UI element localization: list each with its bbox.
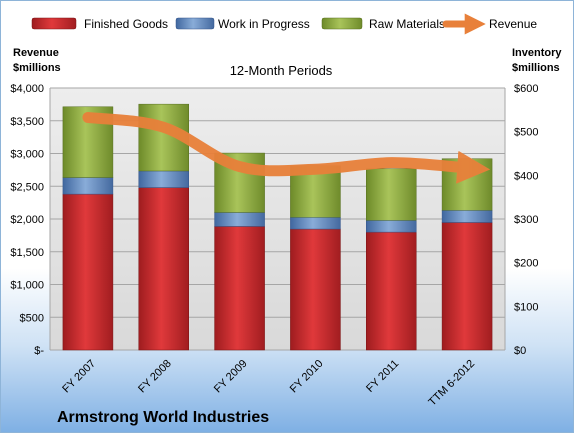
company-name: Armstrong World Industries [57, 409, 269, 426]
bar-finished-goods [138, 187, 189, 351]
bar-work-in-progress [214, 212, 265, 227]
y-right-tick-label: $0 [514, 345, 526, 357]
bar-work-in-progress [62, 177, 114, 195]
bar-raw-materials [366, 168, 417, 221]
revenue-line [82, 111, 491, 184]
y-left-tick-label: $500 [20, 312, 44, 324]
y-right-tick-label: $500 [514, 127, 538, 139]
x-ticks: FY 2007 FY 2008 FY 2009 FY 2010 FY 2011 TTM 6… [60, 358, 477, 409]
y-left-tick-label: $2,500 [10, 181, 44, 193]
legend-item-finished-goods: Finished Goods [31, 17, 168, 31]
y-left-title-line1: Revenue [13, 47, 59, 59]
y-right-tick-label: $100 [514, 301, 538, 313]
bar-work-in-progress [366, 220, 417, 233]
bar-finished-goods [62, 193, 114, 351]
y-left-ticks: $- $500 $1,000 $1,500 $2,000 $2,500 $3,000 $3,5… [10, 83, 44, 357]
y-left-tick-label: $2,000 [10, 214, 44, 226]
legend-item-work-in-progress: Work in Progress [175, 17, 310, 31]
bar-finished-goods [441, 222, 493, 351]
legend-swatch-work-in-progress [175, 17, 215, 30]
legend-item-revenue: Revenue [442, 13, 537, 35]
x-tick-label: TTM 6-2012 [426, 358, 477, 409]
y-right-tick-label: $200 [514, 258, 538, 270]
x-tick-label: FY 2008 [136, 358, 174, 396]
y-left-tick-label: $1,500 [10, 247, 44, 259]
bar-work-in-progress [441, 210, 493, 223]
legend-item-raw-materials: Raw Materials [321, 17, 445, 31]
legend-swatch-raw-materials [321, 17, 363, 30]
legend-label-raw-materials: Raw Materials [369, 17, 445, 31]
legend-label-work-in-progress: Work in Progress [218, 17, 310, 31]
legend: Finished Goods Work in Progress Raw Mate… [31, 13, 537, 35]
period-label: 12-Month Periods [230, 63, 333, 78]
legend-swatch-finished-goods [31, 17, 77, 30]
x-tick-label: FY 2009 [212, 358, 250, 396]
bar-finished-goods [290, 228, 341, 351]
y-right-tick-label: $400 [514, 170, 538, 182]
y-right-tick-label: $600 [514, 83, 538, 95]
y-left-tick-label: $- [34, 345, 44, 357]
x-tick-label: FY 2011 [364, 358, 401, 395]
y-left-tick-label: $3,000 [10, 149, 44, 161]
x-tick-label: FY 2010 [288, 358, 326, 396]
y-right-tick-label: $300 [514, 214, 538, 226]
bar-finished-goods [366, 231, 417, 351]
y-left-tick-label: $4,000 [10, 83, 44, 95]
y-left-tick-label: $3,500 [10, 116, 44, 128]
legend-label-revenue: Revenue [489, 17, 537, 31]
legend-label-finished-goods: Finished Goods [84, 17, 168, 31]
y-right-title-line2: $millions [512, 62, 560, 74]
y-left-title-line2: $millions [13, 62, 61, 74]
y-right-title-line1: Inventory [512, 47, 562, 59]
x-tick-label: FY 2007 [60, 358, 98, 396]
bar-work-in-progress [138, 170, 189, 188]
revenue-line-path [82, 111, 491, 184]
bar-work-in-progress [290, 217, 341, 230]
y-right-ticks: $0 $100 $200 $300 $400 $500 $600 [514, 83, 538, 357]
y-left-tick-label: $1,000 [10, 280, 44, 292]
bar-finished-goods [214, 226, 265, 351]
